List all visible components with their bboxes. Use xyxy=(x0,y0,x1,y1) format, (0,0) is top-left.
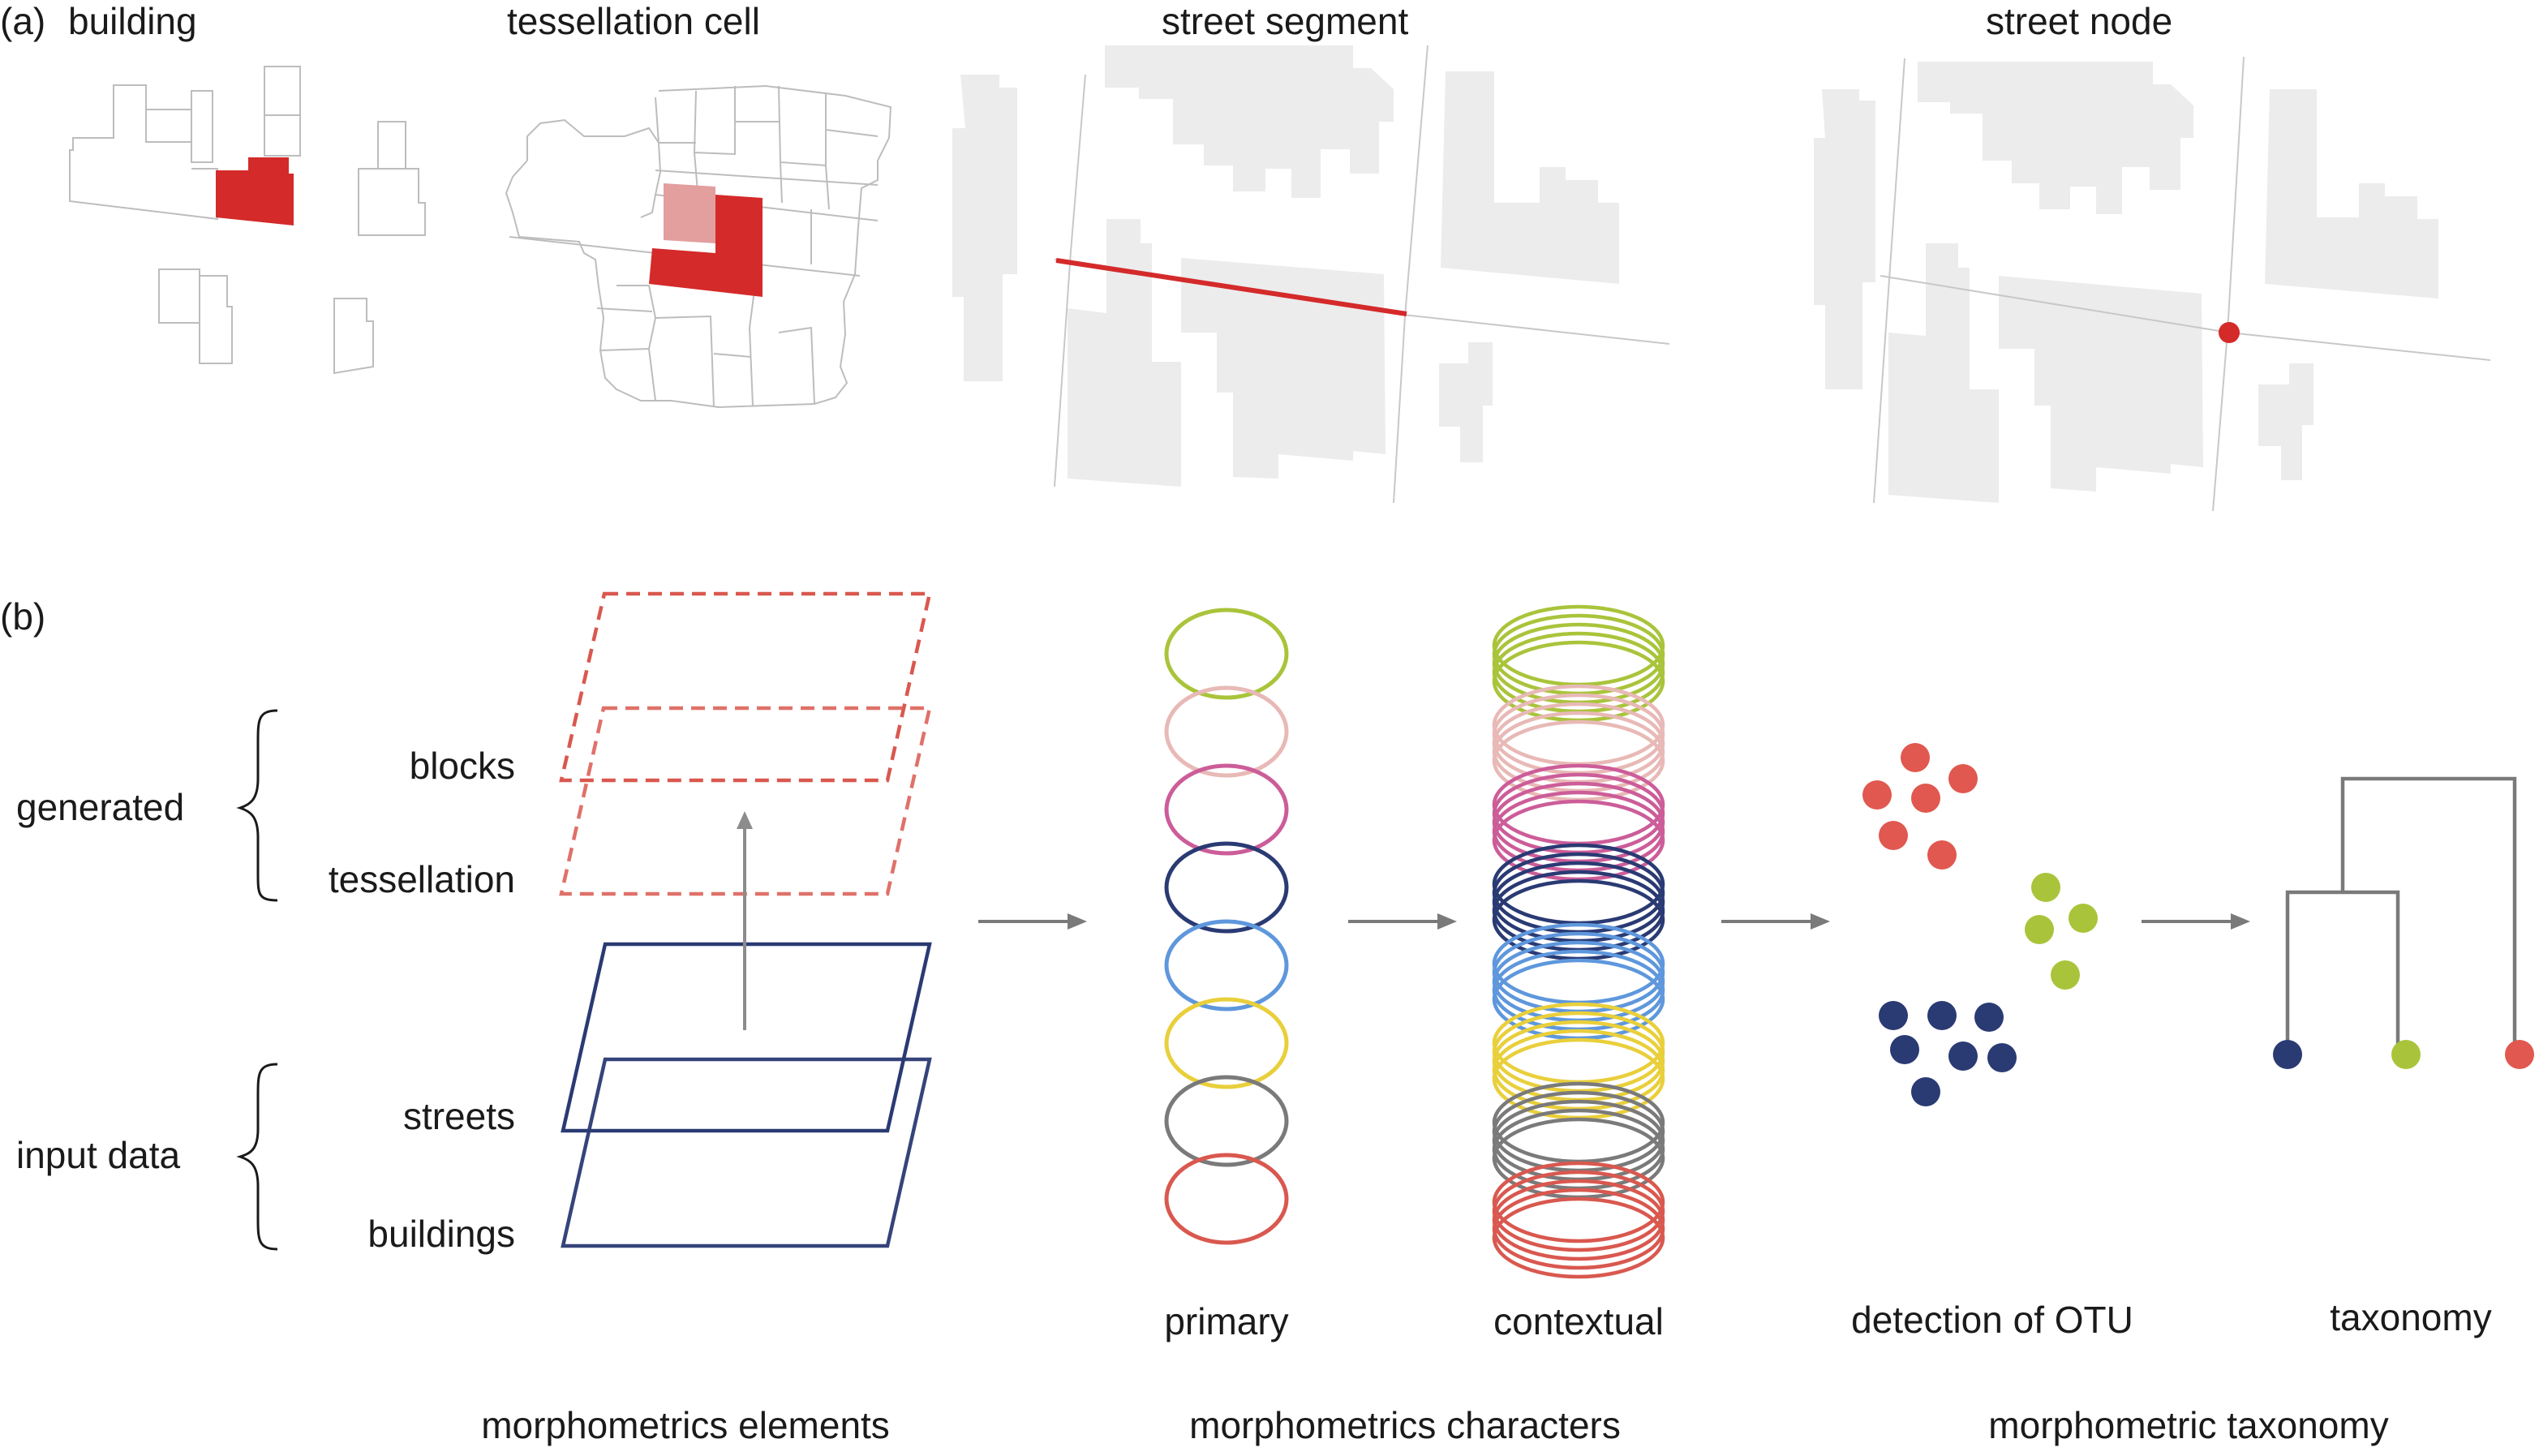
primary-ring-5 xyxy=(1164,919,1289,1011)
contextual-ring-8-3 xyxy=(1492,1179,1665,1261)
plane-blocks xyxy=(559,591,932,783)
leaf-navy xyxy=(2273,1040,2302,1069)
panel-b-label: (b) xyxy=(0,595,45,638)
group-generated: generated xyxy=(16,786,184,828)
tessellation-cell-light xyxy=(664,183,715,243)
title-street-node: street node xyxy=(1986,0,2172,42)
tessellation-map xyxy=(505,84,892,409)
highlighted-street-segment xyxy=(1055,258,1407,316)
leaf-red xyxy=(2505,1040,2534,1069)
section-morphometrics-elements: morphometrics elements xyxy=(481,1404,890,1446)
contextual-ring-1-3 xyxy=(1492,622,1665,705)
primary-ring-8 xyxy=(1164,1153,1289,1245)
brace-generated xyxy=(236,709,278,902)
label-contextual: contextual xyxy=(1493,1300,1664,1342)
contextual-ring-8-4 xyxy=(1492,1188,1665,1270)
tessellation-cell-highlight xyxy=(649,195,763,297)
contextual-ring-7-3 xyxy=(1492,1099,1665,1182)
brace-input-data xyxy=(236,1063,278,1251)
title-building: building xyxy=(68,0,197,42)
group-input-data: input data xyxy=(16,1134,180,1176)
primary-ring-6 xyxy=(1164,997,1289,1089)
contextual-ring-8-1 xyxy=(1492,1161,1665,1243)
dendrogram-leaves xyxy=(2273,1040,2534,1069)
contextual-ring-8-2 xyxy=(1492,1170,1665,1252)
primary-ring-1 xyxy=(1164,608,1289,700)
street-segment-map xyxy=(952,45,1670,504)
contextual-ring-5-3 xyxy=(1492,940,1665,1023)
cluster-navy xyxy=(1879,1001,2017,1106)
title-street-segment: street segment xyxy=(1162,0,1408,42)
street-node-map xyxy=(1814,56,2491,512)
panel-a-label: (a) xyxy=(0,0,45,42)
primary-character-stack xyxy=(1164,608,1289,1245)
primary-ring-3 xyxy=(1164,763,1289,856)
plane-buildings xyxy=(561,1057,932,1248)
contextual-ring-4-3 xyxy=(1492,861,1665,943)
contextual-ring-3-3 xyxy=(1492,781,1665,864)
otu-clusters xyxy=(1862,743,2098,1106)
label-detection-of-otu: detection of OTU xyxy=(1851,1299,2133,1341)
section-morphometrics-characters: morphometrics characters xyxy=(1189,1404,1621,1446)
layer-label-tessellation: tessellation xyxy=(329,858,515,900)
leaf-green xyxy=(2391,1040,2421,1069)
primary-ring-4 xyxy=(1164,841,1289,934)
building-map xyxy=(69,66,426,375)
highlighted-building xyxy=(216,157,294,225)
highlighted-street-node xyxy=(2219,322,2240,343)
contextual-ring-8-5 xyxy=(1492,1196,1665,1279)
primary-ring-2 xyxy=(1164,685,1289,778)
contextual-character-stack xyxy=(1492,604,1665,1279)
cluster-red xyxy=(1862,743,1978,870)
layer-label-streets: streets xyxy=(403,1095,515,1137)
contextual-ring-2-3 xyxy=(1492,702,1665,784)
label-primary: primary xyxy=(1164,1300,1288,1342)
contextual-ring-6-3 xyxy=(1492,1020,1665,1102)
title-tessellation-cell: tessellation cell xyxy=(507,0,760,42)
plane-tessellation xyxy=(559,706,932,896)
flow-arrows xyxy=(978,913,2250,930)
section-morphometric-taxonomy: morphometric taxonomy xyxy=(1988,1404,2388,1446)
primary-ring-7 xyxy=(1164,1075,1289,1167)
layer-label-blocks: blocks xyxy=(410,745,515,787)
plane-streets xyxy=(561,942,932,1133)
layer-label-buildings: buildings xyxy=(367,1213,515,1255)
generation-arrowhead xyxy=(737,811,753,829)
label-taxonomy: taxonomy xyxy=(2330,1296,2491,1338)
cluster-green xyxy=(2025,873,2098,990)
dendrogram xyxy=(2285,776,2517,1054)
